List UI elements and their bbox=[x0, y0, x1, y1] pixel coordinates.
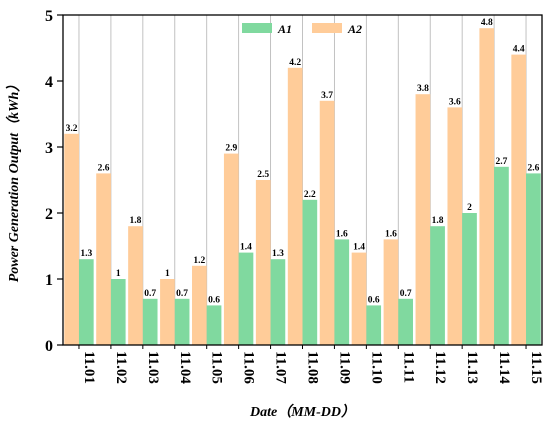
data-label-a1: 2.7 bbox=[496, 157, 508, 167]
bar-a1 bbox=[174, 298, 190, 345]
x-axis: 11.01 11.02 11.03 11.04 11.05 11.06 11.07 11.08… bbox=[78, 345, 544, 384]
data-label-a1: 0.6 bbox=[368, 295, 380, 305]
bar-a2 bbox=[383, 239, 399, 345]
data-label-a1: 2 bbox=[467, 203, 472, 213]
x-tick-label: 11.06 bbox=[241, 351, 257, 384]
bar-a1 bbox=[142, 298, 158, 345]
x-tick-label: 11.08 bbox=[305, 351, 321, 384]
bar-a2 bbox=[287, 67, 303, 346]
y-axis-title: Power Generation Output（kWh） bbox=[5, 78, 22, 283]
data-label-a2: 3.8 bbox=[417, 84, 429, 94]
bar-a2 bbox=[447, 107, 463, 346]
y-tick-label: 5 bbox=[45, 8, 53, 25]
bar-a1 bbox=[238, 252, 254, 345]
bar-a1 bbox=[430, 226, 445, 345]
data-label-a2: 2.6 bbox=[98, 163, 110, 173]
bars bbox=[64, 28, 541, 346]
bar-a1 bbox=[110, 279, 126, 345]
bar-a1 bbox=[462, 213, 477, 345]
bar-a2 bbox=[255, 180, 271, 345]
data-label-a2: 1 bbox=[165, 269, 170, 279]
x-tick-label: 11.02 bbox=[113, 351, 129, 384]
y-tick-label: 3 bbox=[45, 140, 53, 157]
x-tick-label: 11.09 bbox=[336, 351, 352, 384]
data-label-a2: 2.5 bbox=[257, 170, 269, 180]
bar-a2 bbox=[319, 100, 335, 345]
x-tick-label: 11.07 bbox=[273, 351, 289, 384]
legend-swatch-a1 bbox=[242, 23, 272, 33]
x-tick-label: 11.04 bbox=[177, 351, 193, 384]
data-label-a1: 1.3 bbox=[80, 249, 92, 259]
data-labels: 3.2 2.6 1.8 1 1.2 2.9 2.5 4.2 3.7 1.4 1.6 3.8 3.6 4.8… bbox=[66, 18, 540, 305]
data-label-a1: 0.7 bbox=[176, 289, 188, 299]
x-tick-label: 11.01 bbox=[81, 351, 97, 384]
x-tick-label: 11.14 bbox=[496, 351, 512, 384]
x-tick-label: 11.13 bbox=[464, 351, 480, 384]
bar-a2 bbox=[64, 133, 79, 345]
data-label-a1: 2.2 bbox=[304, 190, 316, 200]
data-label-a2: 4.4 bbox=[513, 45, 525, 55]
bar-a2 bbox=[192, 265, 207, 345]
x-tick-label: 11.03 bbox=[145, 351, 161, 384]
bar-a1 bbox=[526, 173, 541, 345]
x-tick-label: 11.10 bbox=[368, 351, 384, 384]
data-label-a1: 0.7 bbox=[400, 289, 412, 299]
data-label-a1: 2.6 bbox=[527, 163, 539, 173]
y-tick-label: 1 bbox=[45, 272, 53, 289]
data-label-a2: 3.7 bbox=[321, 91, 333, 101]
data-label-a2: 1.6 bbox=[385, 229, 397, 239]
data-label-a1: 0.7 bbox=[144, 289, 156, 299]
bar-a1 bbox=[494, 166, 509, 345]
bar-a1 bbox=[270, 259, 286, 345]
x-axis-title: Date（MM-DD） bbox=[249, 403, 355, 420]
data-label-a1: 1.6 bbox=[336, 229, 348, 239]
y-tick-label: 0 bbox=[45, 338, 53, 355]
data-label-a1: 1.4 bbox=[240, 243, 252, 253]
bar-a2 bbox=[160, 279, 175, 345]
data-label-a2: 1.8 bbox=[130, 216, 142, 226]
x-tick-label: 11.11 bbox=[400, 351, 416, 383]
x-tick-label: 11.15 bbox=[528, 351, 544, 384]
x-tick-label: 11.12 bbox=[432, 351, 448, 384]
bar-a2 bbox=[223, 153, 239, 345]
data-label-a1: 1 bbox=[116, 269, 121, 279]
y-tick-label: 2 bbox=[45, 206, 53, 223]
data-label-a1: 1.8 bbox=[432, 216, 444, 226]
bar-a2 bbox=[128, 226, 143, 345]
data-label-a1: 1.3 bbox=[272, 249, 284, 259]
data-label-a1: 0.6 bbox=[208, 295, 220, 305]
data-label-a2: 4.2 bbox=[289, 58, 301, 68]
data-label-a2: 3.6 bbox=[449, 97, 461, 107]
legend-label-a2: A2 bbox=[347, 22, 362, 36]
bar-a2 bbox=[479, 28, 495, 345]
bar-a1 bbox=[78, 259, 94, 345]
bar-a2 bbox=[351, 252, 367, 345]
bar-a1 bbox=[206, 305, 222, 345]
bar-a2 bbox=[415, 94, 431, 345]
data-label-a2: 3.2 bbox=[66, 124, 78, 134]
bar-a1 bbox=[334, 239, 350, 345]
bar-a1 bbox=[398, 298, 413, 345]
data-label-a2: 1.2 bbox=[193, 256, 205, 266]
y-axis: 0 1 2 3 4 5 bbox=[45, 8, 63, 355]
y-tick-label: 4 bbox=[45, 74, 53, 91]
bar-a2 bbox=[511, 54, 527, 345]
data-label-a2: 2.9 bbox=[225, 144, 237, 154]
bar-a2 bbox=[96, 173, 111, 345]
x-tick-label: 11.05 bbox=[209, 351, 225, 384]
bar-a1 bbox=[366, 305, 382, 345]
bar-a1 bbox=[302, 199, 318, 345]
legend-label-a1: A1 bbox=[277, 22, 292, 36]
legend-swatch-a2 bbox=[312, 23, 342, 33]
legend: A1 A2 bbox=[242, 22, 362, 36]
data-label-a2: 1.4 bbox=[353, 243, 365, 253]
data-label-a2: 4.8 bbox=[481, 18, 493, 28]
